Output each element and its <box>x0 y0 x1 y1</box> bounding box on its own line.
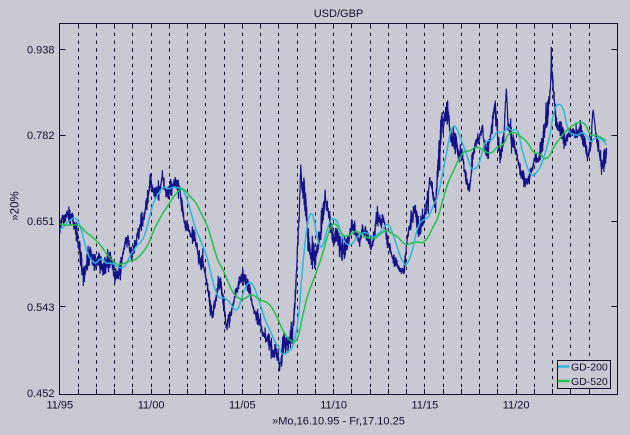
svg-text:0.938: 0.938 <box>27 44 55 56</box>
svg-text:11/10: 11/10 <box>320 400 347 412</box>
svg-text:GD-200: GD-200 <box>571 362 608 374</box>
svg-text:»Mo,16.10.95 - Fr,17.10.25: »Mo,16.10.95 - Fr,17.10.25 <box>272 416 405 428</box>
svg-text:11/00: 11/00 <box>138 400 165 412</box>
svg-text:0.452: 0.452 <box>27 388 55 400</box>
svg-text:USD/GBP: USD/GBP <box>314 8 364 20</box>
svg-text:0.651: 0.651 <box>27 216 55 228</box>
svg-text:11/95: 11/95 <box>46 400 73 412</box>
svg-text:0.543: 0.543 <box>27 302 55 314</box>
svg-text:11/05: 11/05 <box>229 400 256 412</box>
svg-text:11/20: 11/20 <box>503 400 530 412</box>
svg-text:0.782: 0.782 <box>27 130 55 142</box>
svg-text:»20%: »20% <box>10 191 22 220</box>
svg-text:11/15: 11/15 <box>412 400 439 412</box>
svg-text:GD-520: GD-520 <box>571 376 608 388</box>
